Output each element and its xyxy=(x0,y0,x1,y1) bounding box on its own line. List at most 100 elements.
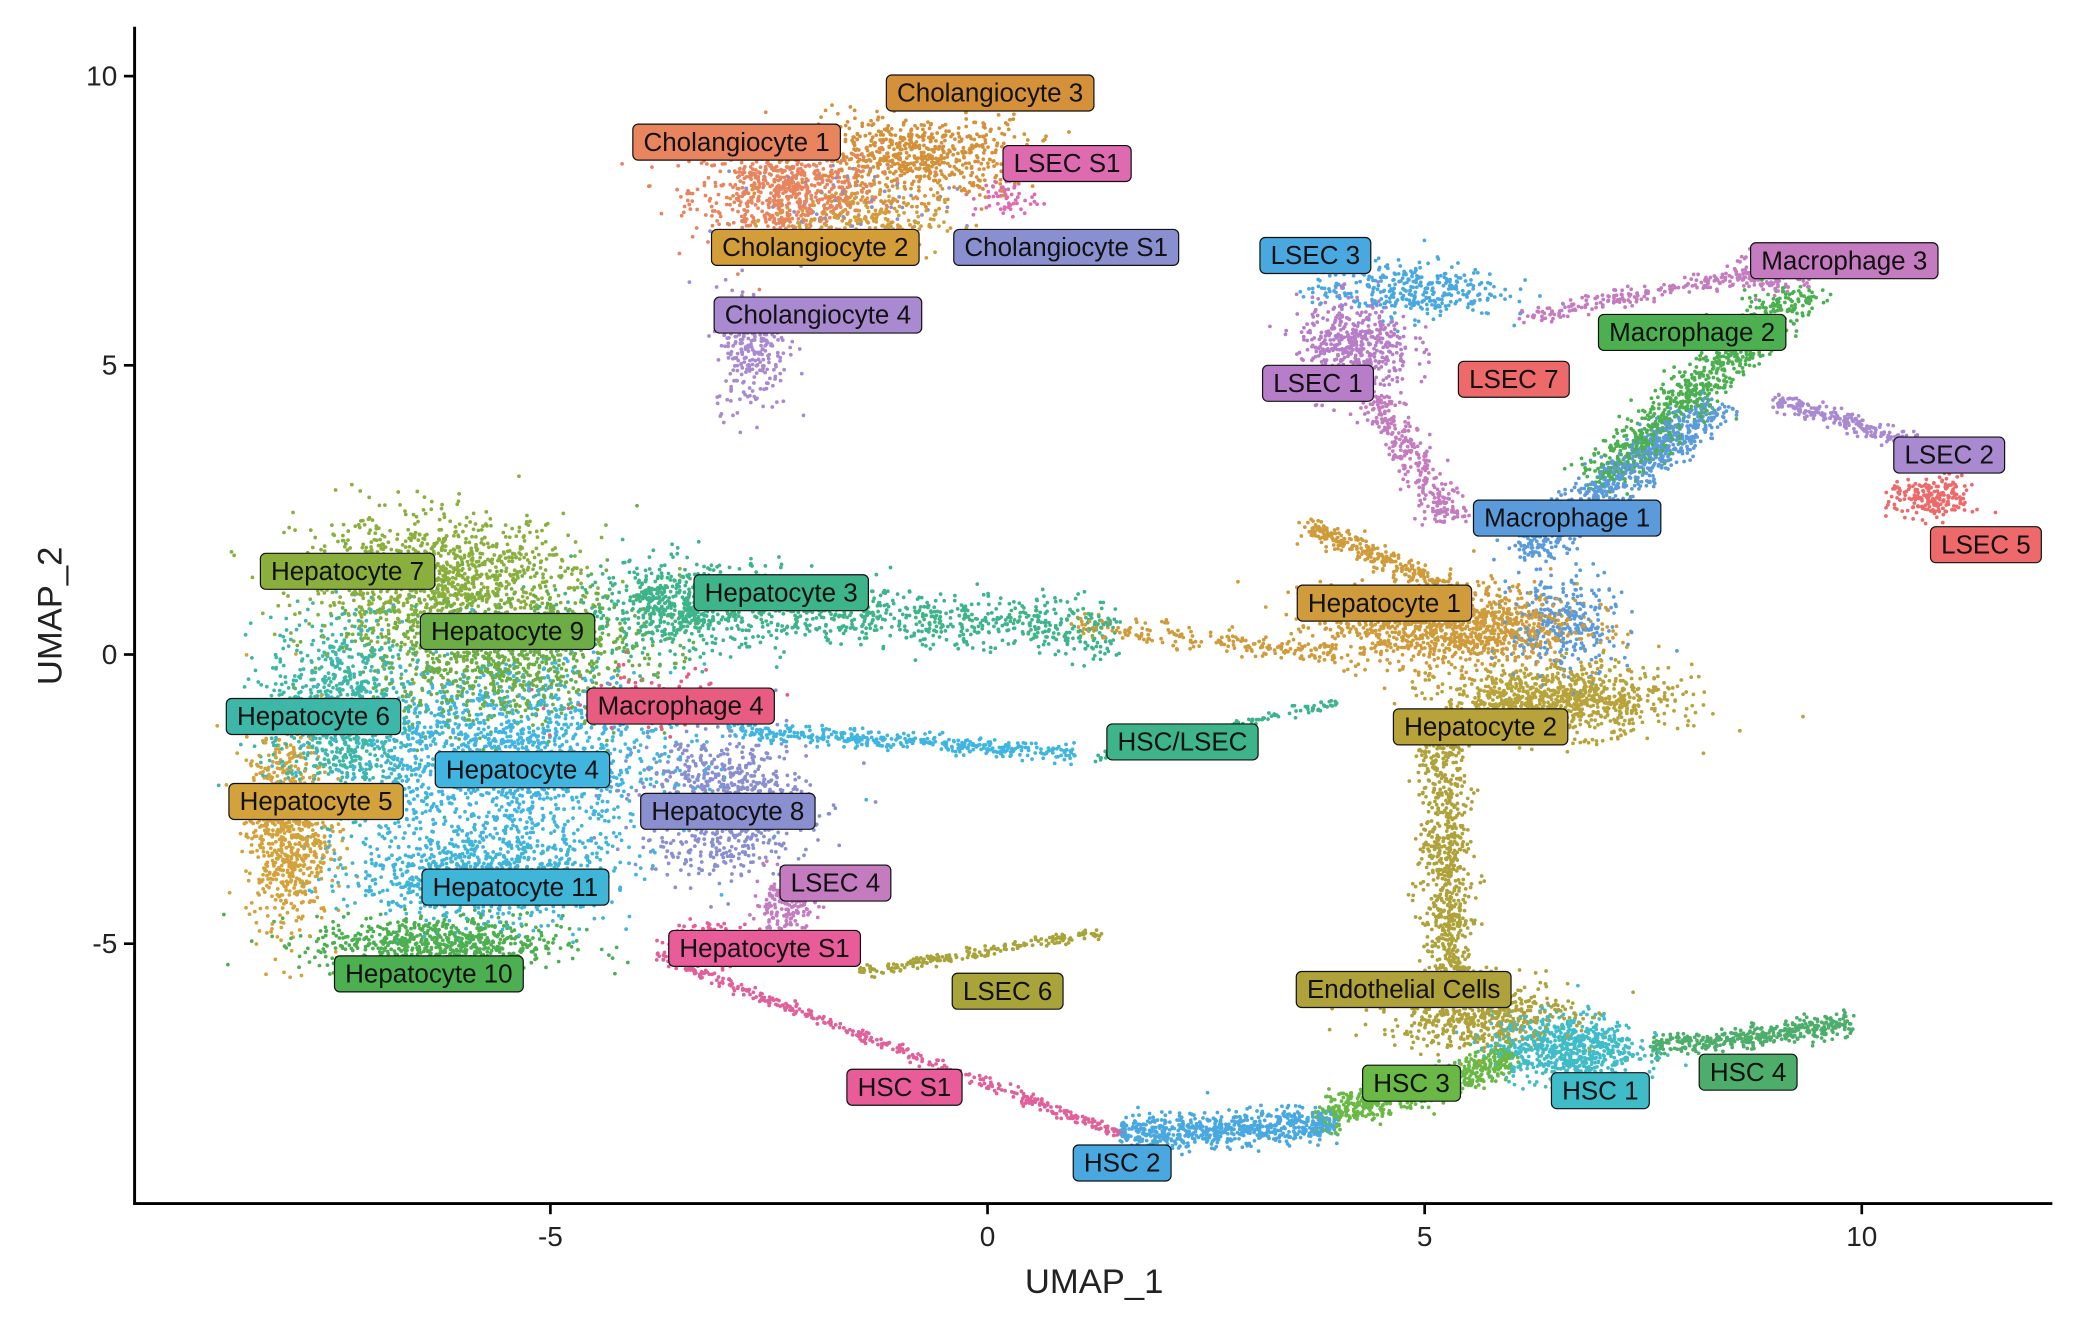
data-point xyxy=(535,684,539,688)
data-point xyxy=(341,606,345,610)
data-point xyxy=(715,219,719,223)
data-point xyxy=(1638,677,1642,681)
data-point xyxy=(346,912,350,916)
data-point xyxy=(707,176,711,180)
data-point xyxy=(860,175,864,179)
data-point xyxy=(628,915,632,919)
data-point xyxy=(804,848,808,852)
data-point xyxy=(1550,545,1554,549)
data-point xyxy=(1417,1029,1421,1033)
data-point xyxy=(337,929,341,933)
data-point xyxy=(491,850,495,854)
data-point xyxy=(1433,496,1437,500)
data-point xyxy=(1511,1017,1515,1021)
data-point xyxy=(1303,525,1307,529)
data-point xyxy=(752,375,756,379)
data-point xyxy=(1380,310,1384,314)
data-point xyxy=(1097,938,1101,942)
data-point xyxy=(1411,1040,1415,1044)
data-point xyxy=(564,717,568,721)
data-point xyxy=(1435,520,1439,524)
data-point xyxy=(559,565,563,569)
data-point xyxy=(478,676,482,680)
data-point xyxy=(546,941,550,945)
data-point xyxy=(1447,303,1451,307)
data-point xyxy=(548,859,552,863)
data-point xyxy=(1461,916,1465,920)
data-point xyxy=(704,213,708,217)
data-point xyxy=(619,684,623,688)
data-point xyxy=(253,744,257,748)
data-point xyxy=(1627,722,1631,726)
data-point xyxy=(695,208,699,212)
data-point xyxy=(605,568,609,572)
data-point xyxy=(1486,651,1490,655)
data-point xyxy=(611,735,615,739)
data-point xyxy=(363,625,367,629)
data-point xyxy=(753,986,757,990)
data-point xyxy=(1652,1036,1656,1040)
data-point xyxy=(626,961,630,965)
data-point xyxy=(1955,475,1959,479)
data-point xyxy=(1480,311,1484,315)
data-point xyxy=(762,841,766,845)
data-point xyxy=(1420,691,1424,695)
data-point xyxy=(1499,293,1503,297)
data-point xyxy=(500,722,504,726)
data-point xyxy=(1795,319,1799,323)
data-point xyxy=(536,727,540,731)
data-point xyxy=(977,602,981,606)
data-point xyxy=(402,836,406,840)
data-point xyxy=(1575,637,1579,641)
data-point xyxy=(353,639,357,643)
data-point xyxy=(553,829,557,833)
data-point xyxy=(468,541,472,545)
data-point xyxy=(622,675,626,679)
data-point xyxy=(764,110,768,114)
data-point xyxy=(889,613,893,617)
data-point xyxy=(480,865,484,869)
data-point xyxy=(1554,545,1558,549)
data-point xyxy=(562,807,566,811)
data-point xyxy=(1469,840,1473,844)
data-point xyxy=(693,667,697,671)
data-point xyxy=(278,913,282,917)
data-point xyxy=(509,827,513,831)
data-point xyxy=(1420,502,1424,506)
data-point xyxy=(990,151,994,155)
data-point xyxy=(1418,916,1422,920)
data-point xyxy=(1290,704,1294,708)
data-point xyxy=(844,133,848,137)
data-point xyxy=(308,866,312,870)
data-point xyxy=(517,806,521,810)
data-point xyxy=(536,535,540,539)
data-point xyxy=(1459,791,1463,795)
data-point xyxy=(666,576,670,580)
data-point xyxy=(1671,443,1675,447)
data-point xyxy=(520,574,524,578)
data-point xyxy=(869,144,873,148)
data-point xyxy=(869,119,873,123)
data-point xyxy=(483,933,487,937)
data-point xyxy=(370,665,374,669)
data-point xyxy=(423,598,427,602)
data-point xyxy=(844,124,848,128)
data-point xyxy=(1058,1105,1062,1109)
data-point xyxy=(879,1037,883,1041)
data-point xyxy=(1340,656,1344,660)
data-point xyxy=(428,856,432,860)
data-point xyxy=(1593,718,1597,722)
data-point xyxy=(1425,943,1429,947)
data-point xyxy=(414,827,418,831)
data-point xyxy=(1599,455,1603,459)
data-point xyxy=(339,863,343,867)
data-point xyxy=(485,950,489,954)
data-point xyxy=(278,633,282,637)
data-point xyxy=(709,905,713,909)
data-point xyxy=(861,186,865,190)
data-point xyxy=(1640,480,1644,484)
data-point xyxy=(1286,590,1290,594)
data-point xyxy=(1441,495,1445,499)
data-point xyxy=(1418,499,1422,503)
data-point xyxy=(771,384,775,388)
